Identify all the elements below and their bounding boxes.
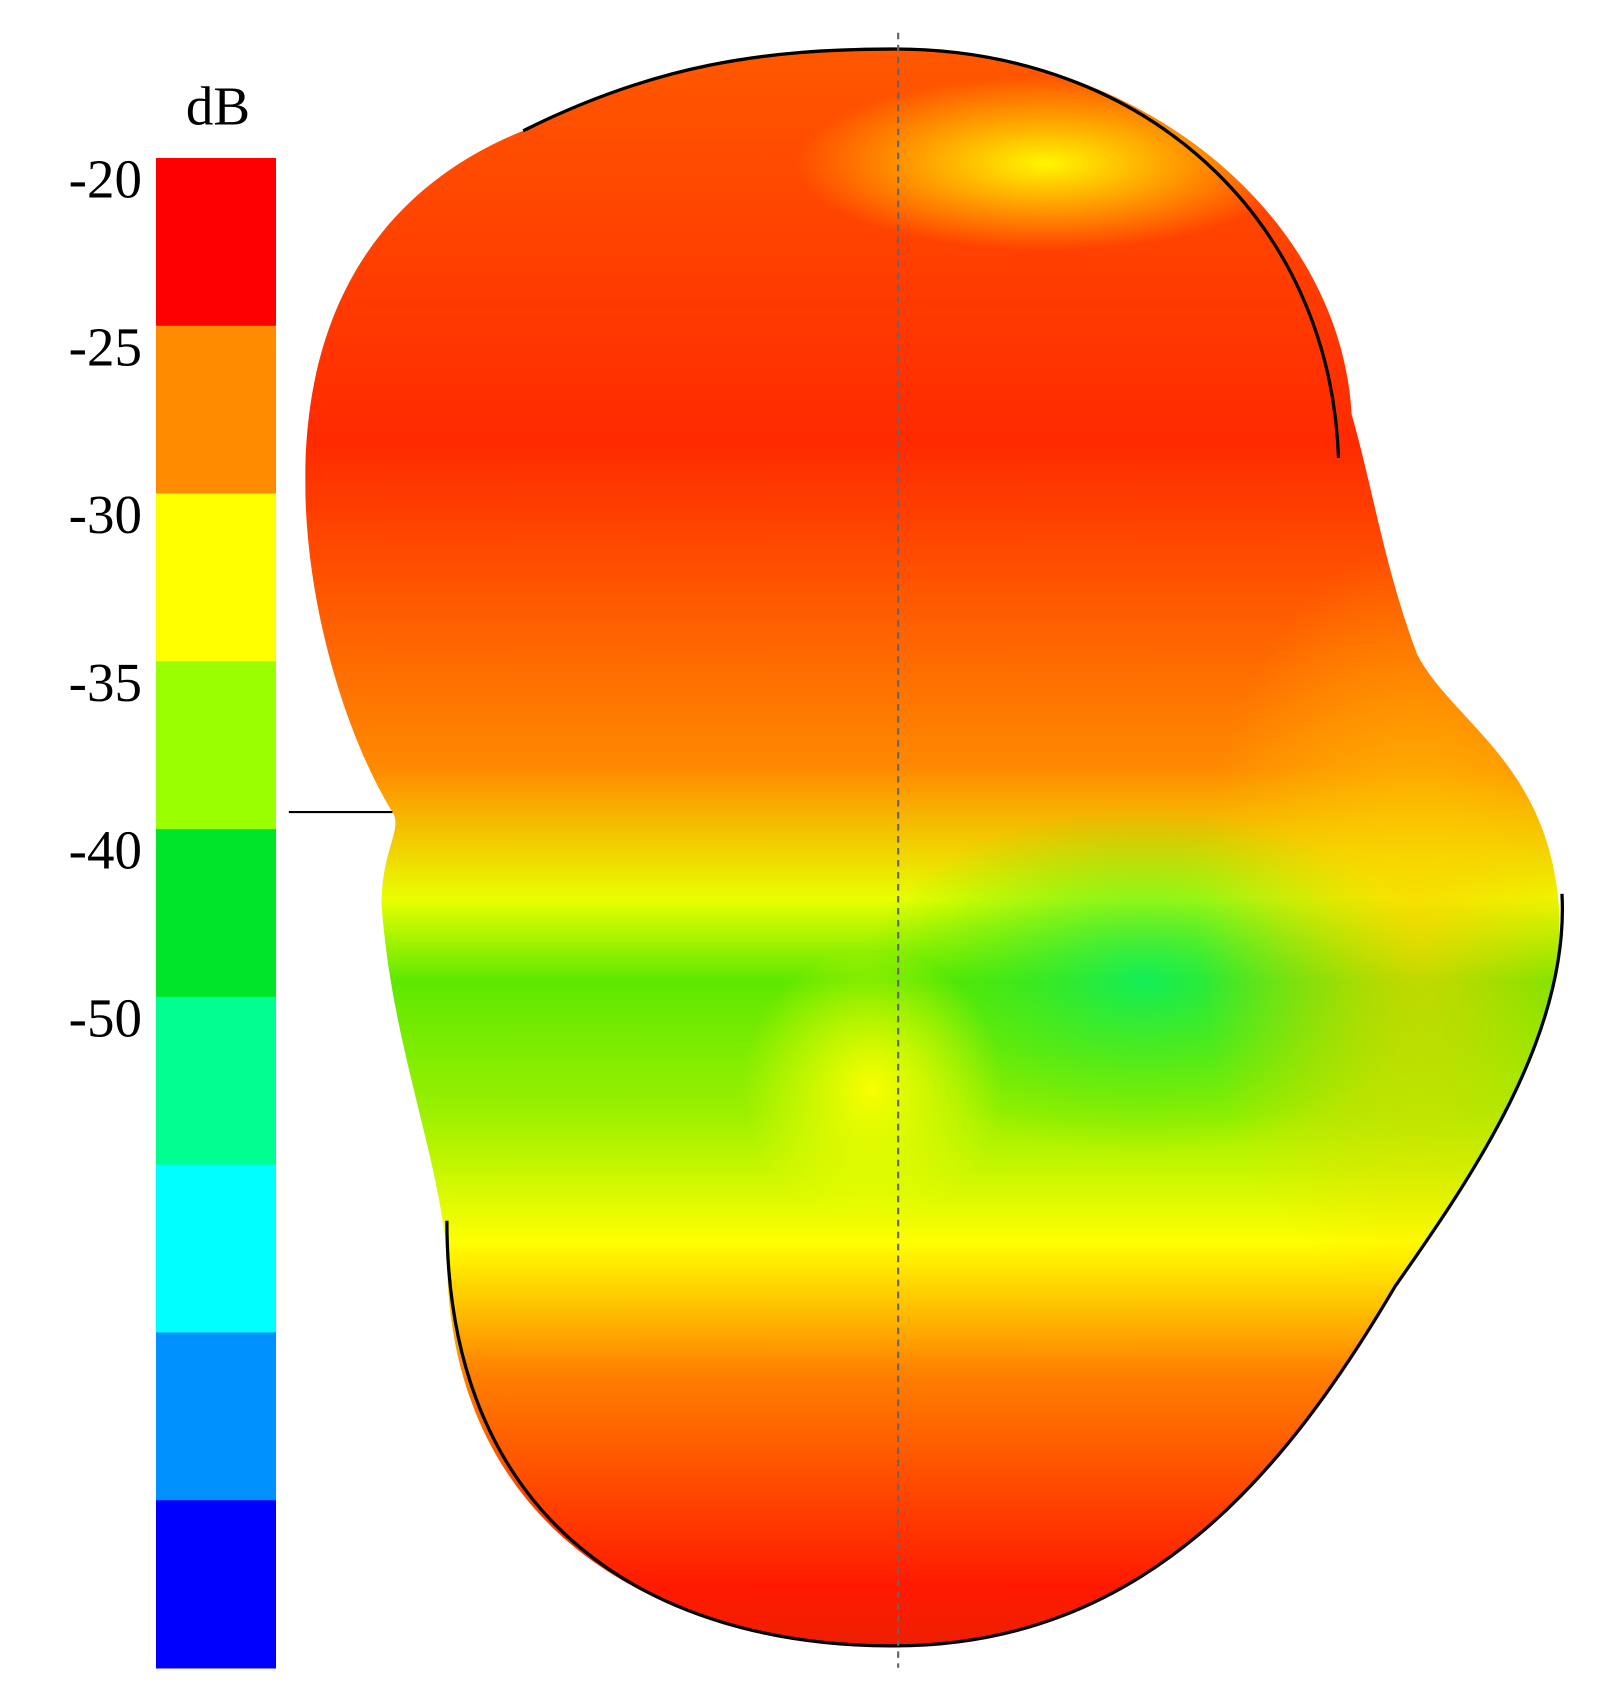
radiation-pattern <box>288 32 1565 1668</box>
colorbar-band <box>156 1500 276 1669</box>
contour <box>445 47 1565 1648</box>
colorbar-tick-label: -25 <box>69 316 142 377</box>
colorbar-tick-label: -35 <box>69 652 142 713</box>
colorbar-band <box>156 158 276 327</box>
colorbar-band <box>156 1164 276 1333</box>
colorbar-band <box>156 996 276 1166</box>
colorbar-band <box>156 493 276 662</box>
colorbar: -20 -25 -30 -35 -40 -50 <box>69 149 276 1669</box>
colorbar-tick-label: -40 <box>69 820 142 881</box>
colorbar-unit: dB <box>186 76 250 137</box>
colorbar-tick-label: -50 <box>69 988 142 1049</box>
colorbar-band <box>156 829 276 998</box>
colorbar-band <box>156 325 276 495</box>
colorbar-tick-label: -30 <box>69 484 142 545</box>
colorbar-tick-label: -20 <box>69 149 142 210</box>
colorbar-band <box>156 661 276 830</box>
colorbar-band <box>156 1332 276 1501</box>
